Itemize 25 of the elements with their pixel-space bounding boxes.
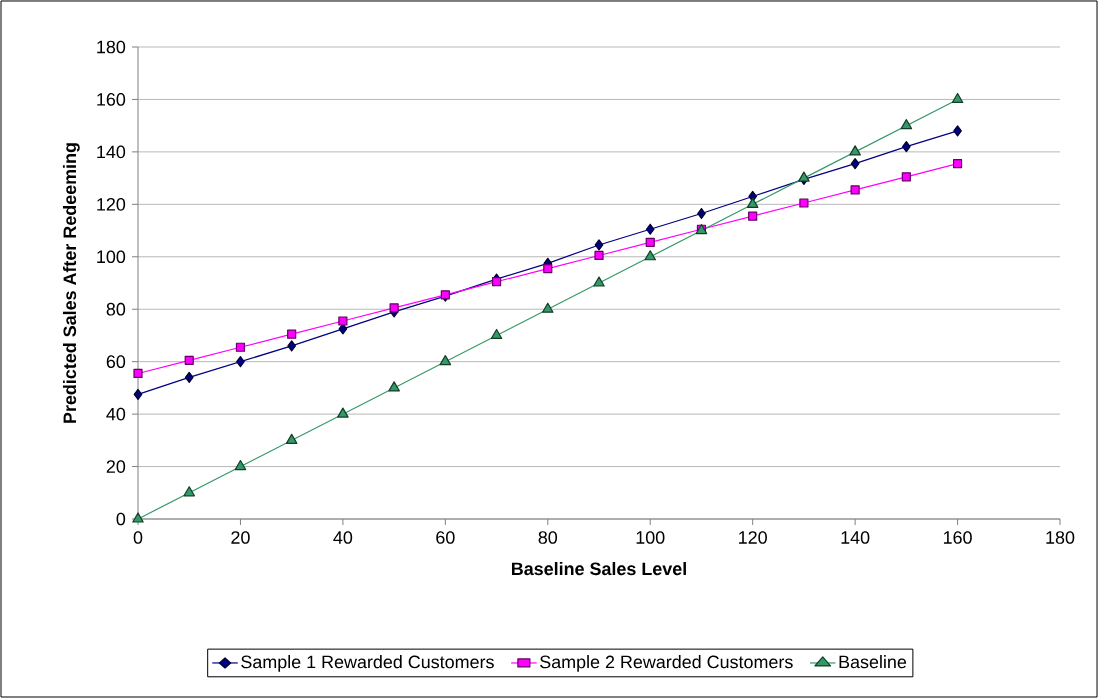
y-tick-label: 120 — [97, 197, 126, 211]
x-tick-label: 60 — [436, 531, 455, 544]
x-tick-label: 180 — [1046, 531, 1075, 544]
x-axis-title: Baseline Sales Level — [511, 562, 686, 576]
y-tick-label: 100 — [97, 250, 126, 264]
x-tick-label: 40 — [333, 531, 353, 544]
x-tick-label: 100 — [636, 531, 665, 544]
legend-label: Baseline — [839, 655, 907, 669]
legend-label: Sample 2 Rewarded Customers — [540, 655, 793, 672]
y-tick-label: 180 — [97, 40, 126, 54]
x-tick-label: 20 — [231, 531, 250, 544]
y-tick-label: 60 — [106, 355, 126, 369]
y-tick-label: 40 — [106, 407, 126, 421]
y-tick-label: 140 — [97, 145, 126, 159]
legend-label: Sample 1 Rewarded Customers — [241, 655, 494, 672]
x-tick-label: 140 — [841, 531, 870, 544]
y-axis-title: Predicted Sales After Redeeming — [62, 143, 80, 423]
x-tick-label: 0 — [133, 531, 143, 544]
x-tick-label: 160 — [943, 531, 972, 544]
y-tick-label: 160 — [97, 93, 126, 106]
y-tick-label: 20 — [106, 460, 126, 473]
y-tick-label: 0 — [116, 512, 126, 526]
x-tick-label: 80 — [538, 531, 558, 544]
x-tick-label: 120 — [739, 531, 767, 544]
y-tick-label: 80 — [106, 302, 126, 316]
